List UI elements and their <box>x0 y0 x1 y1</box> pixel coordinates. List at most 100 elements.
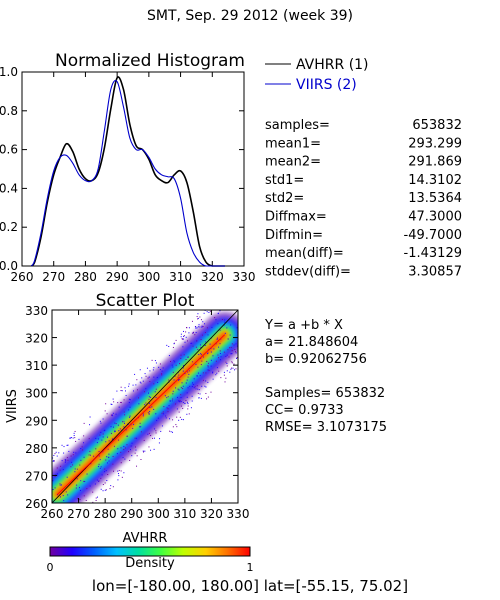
density-speck <box>233 363 235 365</box>
density-speck <box>108 460 110 462</box>
density-speck <box>248 345 249 346</box>
density-speck <box>74 430 76 432</box>
density-speck <box>187 371 189 373</box>
histogram-xtick-label: 260 <box>11 270 34 284</box>
density-speck <box>215 360 217 362</box>
density-speck <box>122 457 124 459</box>
density-speck <box>124 447 126 449</box>
density-speck <box>182 402 184 404</box>
density-speck <box>147 412 149 414</box>
density-speck <box>84 480 86 482</box>
density-speck <box>86 473 88 475</box>
density-speck <box>140 459 142 461</box>
footer-coordinates: lon=[-180.00, 180.00] lat=[-55.15, 75.02… <box>92 577 408 595</box>
density-speck <box>148 432 150 434</box>
density-speck <box>179 416 181 418</box>
density-speck <box>101 439 103 441</box>
density-speck <box>167 408 169 410</box>
density-speck <box>123 399 125 401</box>
density-speck <box>226 362 228 364</box>
density-speck <box>172 398 174 400</box>
density-speck <box>161 412 163 414</box>
density-speck <box>62 469 64 471</box>
density-speck <box>177 388 179 390</box>
density-speck <box>208 369 210 371</box>
density-speck <box>153 376 155 378</box>
density-speck <box>108 453 110 455</box>
density-speck <box>139 426 141 428</box>
density-speck <box>218 370 220 372</box>
density-speck <box>99 467 101 469</box>
density-speck <box>131 442 133 444</box>
density-speck <box>154 360 156 362</box>
histogram-xtick-label: 280 <box>74 270 97 284</box>
density-speck <box>226 365 228 367</box>
density-speck <box>187 408 189 410</box>
density-speck <box>107 473 109 475</box>
scatter-xtick-label: 270 <box>67 507 90 521</box>
density-speck <box>197 392 199 394</box>
density-speck <box>74 468 76 470</box>
density-speck <box>207 365 209 367</box>
density-colorbar <box>49 546 251 557</box>
density-speck <box>80 480 82 482</box>
density-speck <box>223 374 225 376</box>
density-speck <box>210 391 212 393</box>
density-speck <box>212 372 214 374</box>
density-speck <box>98 463 100 465</box>
density-speck <box>151 359 153 361</box>
density-speck <box>194 386 196 388</box>
density-speck <box>116 453 118 455</box>
density-speck <box>106 456 108 458</box>
histogram-ytick-label: 1.0 <box>0 65 18 79</box>
density-speck <box>75 487 77 489</box>
density-speck <box>119 428 121 430</box>
density-speck <box>191 382 193 384</box>
density-speck <box>140 431 142 433</box>
density-speck <box>147 433 149 435</box>
density-speck <box>168 355 170 357</box>
density-speck <box>102 418 104 420</box>
scatter-xtick-label: 290 <box>120 507 143 521</box>
density-speck <box>81 505 82 506</box>
density-speck <box>108 440 110 442</box>
density-speck <box>207 352 209 354</box>
density-speck <box>118 406 120 408</box>
density-speck <box>70 437 72 439</box>
density-speck <box>202 372 204 374</box>
density-speck <box>62 495 64 497</box>
density-speck <box>132 390 134 392</box>
fit-text-line: b= 0.92062756 <box>265 352 367 367</box>
density-speck <box>112 412 114 414</box>
density-speck <box>71 461 73 463</box>
density-speck <box>175 364 177 366</box>
density-speck <box>76 498 78 500</box>
density-speck <box>172 393 174 395</box>
density-speck <box>116 390 118 392</box>
density-speck <box>182 388 184 390</box>
density-speck <box>193 387 195 389</box>
stat-value: 13.5364 <box>408 191 462 206</box>
density-speck <box>100 431 102 433</box>
density-speck <box>197 318 199 320</box>
density-speck <box>90 454 92 456</box>
density-speck <box>106 436 108 438</box>
density-speck <box>105 470 107 472</box>
statistics-block: samples= 653832 mean1= 293.299 mean2= 291.869… <box>265 118 462 279</box>
density-speck <box>174 361 176 363</box>
density-speck <box>66 444 68 446</box>
density-speck <box>80 459 82 461</box>
stat-value: -49.7000 <box>404 228 462 243</box>
density-speck <box>242 351 243 352</box>
density-speck <box>202 379 204 381</box>
density-speck <box>229 371 231 373</box>
density-speck <box>167 411 169 413</box>
density-speck <box>102 436 104 438</box>
density-speck <box>149 370 151 372</box>
density-speck <box>220 338 222 340</box>
density-speck <box>248 356 249 357</box>
density-speck <box>186 413 188 415</box>
density-speck <box>109 488 111 490</box>
density-speck <box>200 364 202 366</box>
density-speck <box>110 426 112 428</box>
